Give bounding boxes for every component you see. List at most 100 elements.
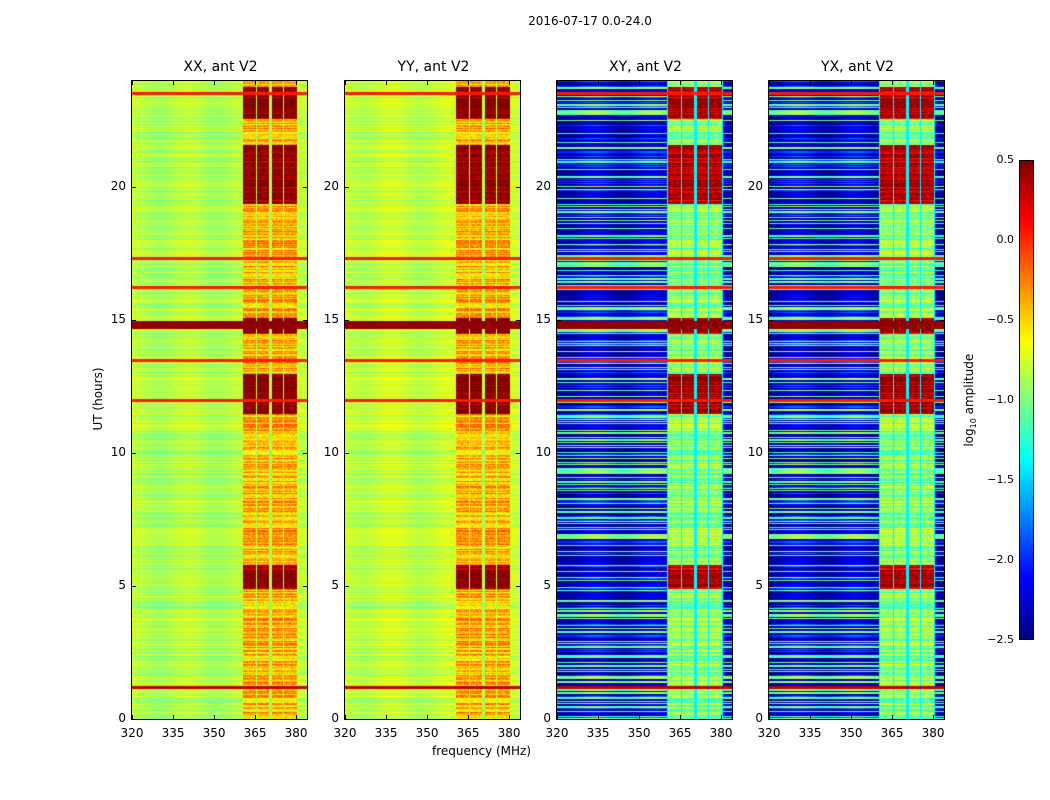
x-tick-mark <box>296 715 298 719</box>
x-tick-label: 320 <box>120 726 144 740</box>
y-tick-mark <box>132 586 136 588</box>
y-tick-mark <box>516 453 520 455</box>
y-tick-mark <box>132 719 136 720</box>
y-tick-mark <box>557 187 561 189</box>
heatmap-panel: YY, ant V2 320 335 350 365 380 0 5 10 15 20 <box>324 59 521 740</box>
y-tick-mark <box>303 187 307 189</box>
x-tick-label: 365 <box>456 726 480 740</box>
y-tick-label: 15 <box>747 312 763 327</box>
x-tick-mark <box>214 715 216 719</box>
y-tick-mark <box>940 453 944 455</box>
y-tick-mark <box>728 719 732 720</box>
x-tick-mark <box>132 715 133 719</box>
y-tick-mark <box>940 320 944 322</box>
x-tick-mark <box>386 715 388 719</box>
y-tick-mark <box>728 586 732 588</box>
x-tick-mark <box>892 81 894 85</box>
y-tick-label: 5 <box>331 578 339 593</box>
y-tick-mark <box>345 719 349 720</box>
colorbar-tick-label: −0.5 <box>987 313 1014 326</box>
y-tick-label: 5 <box>755 578 763 593</box>
x-tick-mark <box>427 715 429 719</box>
y-tick-mark <box>132 320 136 322</box>
heatmap-image <box>132 81 307 719</box>
y-tick-label: 20 <box>110 179 126 194</box>
y-tick-mark <box>303 453 307 455</box>
x-tick-mark <box>557 81 558 85</box>
colorbar-tick-label: −2.5 <box>987 633 1014 646</box>
x-tick-mark <box>810 715 812 719</box>
x-tick-label: 320 <box>545 726 569 740</box>
x-tick-mark <box>639 81 641 85</box>
x-tick-label: 350 <box>202 726 226 740</box>
x-tick-mark <box>721 715 723 719</box>
y-tick-label: 10 <box>747 445 763 460</box>
heatmap-image <box>557 81 732 719</box>
y-tick-label: 10 <box>110 445 126 460</box>
colorbar-tick-label: −1.5 <box>987 473 1014 486</box>
x-tick-label: 380 <box>284 726 308 740</box>
x-tick-label: 335 <box>374 726 398 740</box>
x-tick-label: 335 <box>586 726 610 740</box>
x-tick-mark <box>173 81 175 85</box>
y-tick-mark <box>728 187 732 189</box>
y-tick-label: 0 <box>755 711 763 725</box>
y-tick-label: 20 <box>535 179 551 194</box>
x-tick-mark <box>933 715 935 719</box>
y-tick-mark <box>769 453 773 455</box>
x-tick-label: 320 <box>333 726 357 740</box>
x-tick-mark <box>769 715 770 719</box>
heatmap-panel: XY, ant V2 320 335 350 365 380 0 5 10 15 20 <box>536 59 733 740</box>
heatmap-panel: XX, ant V2 320 335 350 365 380 0 5 10 15 20 <box>111 59 308 740</box>
x-tick-label: 335 <box>161 726 185 740</box>
x-tick-mark <box>345 81 346 85</box>
heatmap-image <box>769 81 944 719</box>
x-tick-mark <box>769 81 770 85</box>
x-tick-mark <box>810 81 812 85</box>
x-tick-mark <box>468 715 470 719</box>
colorbar <box>1019 160 1034 640</box>
y-tick-mark <box>516 187 520 189</box>
heatmap-panel: YX, ant V2 320 335 350 365 380 0 5 10 15 20 <box>748 59 945 740</box>
x-tick-mark <box>639 715 641 719</box>
y-tick-mark <box>516 586 520 588</box>
y-tick-mark <box>303 719 307 720</box>
y-tick-mark <box>557 320 561 322</box>
x-tick-mark <box>296 81 298 85</box>
y-tick-mark <box>345 586 349 588</box>
y-tick-mark <box>132 187 136 189</box>
y-tick-label: 5 <box>118 578 126 593</box>
y-tick-label: 15 <box>110 312 126 327</box>
x-tick-label: 380 <box>709 726 733 740</box>
y-tick-label: 15 <box>323 312 339 327</box>
y-tick-label: 0 <box>331 711 339 725</box>
colorbar-tick-label: 0.5 <box>996 153 1015 166</box>
y-tick-mark <box>769 719 773 720</box>
colorbar-tick-label: −1.0 <box>987 393 1014 406</box>
x-axis-label: frequency (MHz) <box>432 744 532 758</box>
y-tick-label: 20 <box>323 179 339 194</box>
y-tick-mark <box>728 453 732 455</box>
y-tick-label: 20 <box>747 179 763 194</box>
y-tick-mark <box>303 320 307 322</box>
x-tick-mark <box>933 81 935 85</box>
x-tick-label: 350 <box>415 726 439 740</box>
y-tick-mark <box>728 320 732 322</box>
y-tick-mark <box>769 187 773 189</box>
figure-title: 2016-07-17 0.0-24.0 <box>528 14 652 28</box>
x-tick-label: 365 <box>880 726 904 740</box>
y-tick-mark <box>345 453 349 455</box>
y-tick-label: 15 <box>535 312 551 327</box>
x-tick-mark <box>598 81 600 85</box>
x-tick-mark <box>132 81 133 85</box>
y-tick-mark <box>940 187 944 189</box>
panel-title: YX, ant V2 <box>821 59 894 75</box>
x-tick-mark <box>557 715 558 719</box>
y-tick-mark <box>345 187 349 189</box>
x-tick-mark <box>851 81 853 85</box>
x-tick-mark <box>255 715 257 719</box>
y-tick-mark <box>516 719 520 720</box>
y-tick-mark <box>303 586 307 588</box>
colorbar-label-log: log <box>961 428 976 447</box>
panel-title: XX, ant V2 <box>183 59 258 75</box>
